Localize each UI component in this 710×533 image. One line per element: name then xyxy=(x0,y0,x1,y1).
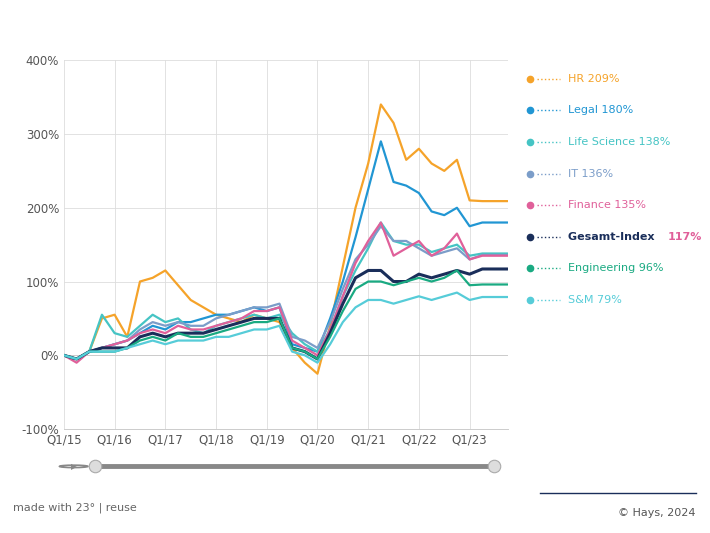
Text: HR 209%: HR 209% xyxy=(568,74,620,84)
Text: 117%: 117% xyxy=(668,232,702,242)
Text: Legal 180%: Legal 180% xyxy=(568,106,633,115)
Text: ▶: ▶ xyxy=(71,462,77,471)
Text: Engineering 96%: Engineering 96% xyxy=(568,263,664,273)
Text: © Hays, 2024: © Hays, 2024 xyxy=(618,507,696,518)
Text: Gesamt-Index: Gesamt-Index xyxy=(568,232,658,242)
Text: Finance 135%: Finance 135% xyxy=(568,200,646,210)
Text: HAYS-FACHKRÄFTE-INDEX DEUTSCHLAND: HAYS-FACHKRÄFTE-INDEX DEUTSCHLAND xyxy=(13,21,418,39)
Text: made with 23° | reuse: made with 23° | reuse xyxy=(13,503,136,513)
Text: IT 136%: IT 136% xyxy=(568,168,613,179)
Text: S&M 79%: S&M 79% xyxy=(568,295,622,305)
Text: Life Science 138%: Life Science 138% xyxy=(568,137,670,147)
